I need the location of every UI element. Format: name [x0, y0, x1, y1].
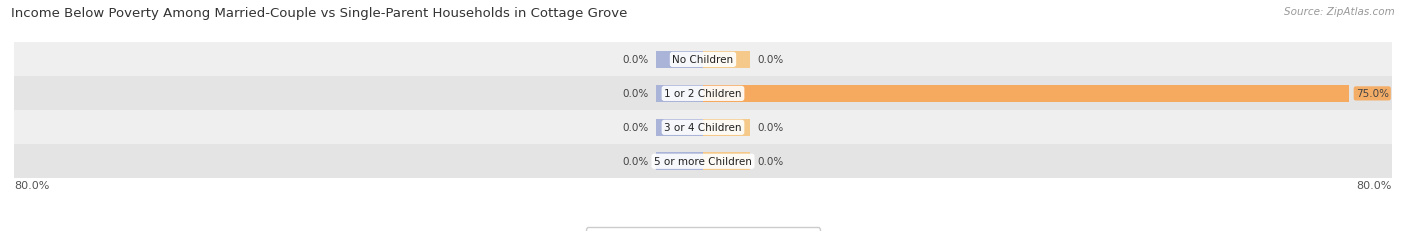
- Bar: [14, 145, 1392, 179]
- Text: 5 or more Children: 5 or more Children: [654, 157, 752, 167]
- Bar: [14, 43, 1392, 77]
- Text: 0.0%: 0.0%: [623, 157, 648, 167]
- Text: 3 or 4 Children: 3 or 4 Children: [664, 123, 742, 133]
- Text: 0.0%: 0.0%: [623, 89, 648, 99]
- Bar: [655, 119, 703, 137]
- Text: 80.0%: 80.0%: [1357, 180, 1392, 190]
- Text: 0.0%: 0.0%: [758, 55, 783, 65]
- Bar: [14, 77, 1392, 111]
- Text: 80.0%: 80.0%: [14, 180, 49, 190]
- Bar: [703, 85, 1348, 103]
- Bar: [703, 119, 751, 137]
- Bar: [655, 85, 703, 103]
- Text: Income Below Poverty Among Married-Couple vs Single-Parent Households in Cottage: Income Below Poverty Among Married-Coupl…: [11, 7, 627, 20]
- Text: 0.0%: 0.0%: [623, 55, 648, 65]
- Text: 0.0%: 0.0%: [758, 123, 783, 133]
- Text: 1 or 2 Children: 1 or 2 Children: [664, 89, 742, 99]
- Text: No Children: No Children: [672, 55, 734, 65]
- Text: 0.0%: 0.0%: [623, 123, 648, 133]
- Text: 75.0%: 75.0%: [1355, 89, 1389, 99]
- Text: Source: ZipAtlas.com: Source: ZipAtlas.com: [1284, 7, 1395, 17]
- Bar: [655, 153, 703, 170]
- Bar: [14, 111, 1392, 145]
- Text: 0.0%: 0.0%: [758, 157, 783, 167]
- Bar: [703, 153, 751, 170]
- Legend: Married Couples, Single Parents: Married Couples, Single Parents: [586, 228, 820, 231]
- Bar: [655, 51, 703, 69]
- Bar: [703, 51, 751, 69]
